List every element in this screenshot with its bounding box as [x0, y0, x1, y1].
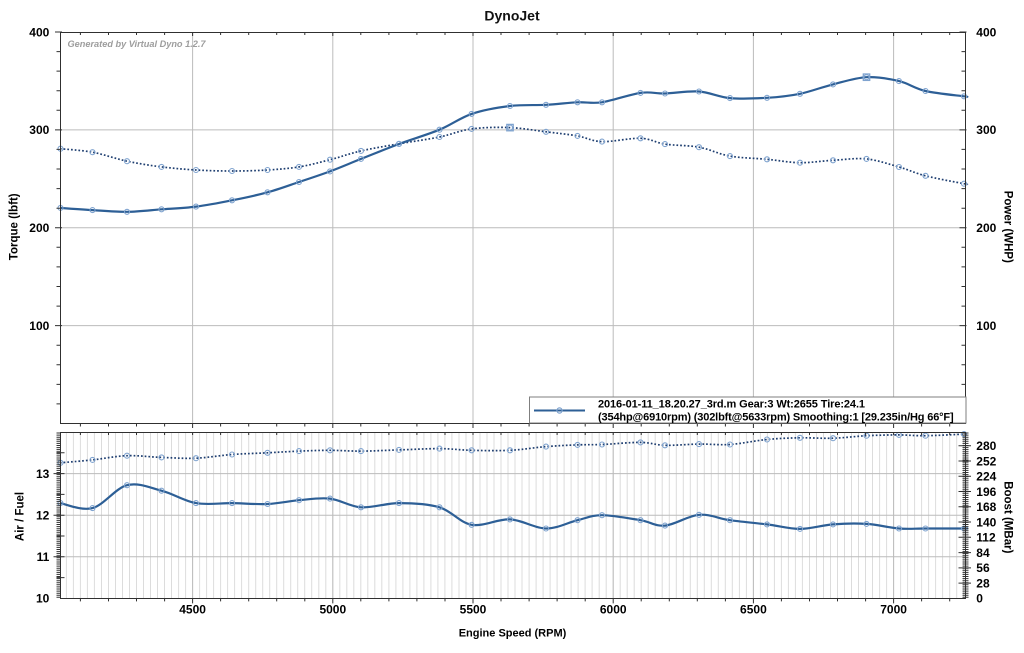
- svg-text:5000: 5000: [319, 603, 346, 617]
- svg-text:13: 13: [36, 467, 50, 481]
- svg-text:0: 0: [976, 592, 983, 606]
- svg-text:140: 140: [976, 515, 996, 529]
- svg-text:168: 168: [976, 500, 996, 514]
- svg-text:Boost (MBar): Boost (MBar): [1002, 481, 1014, 553]
- svg-text:200: 200: [976, 221, 996, 235]
- svg-text:DynoJet: DynoJet: [484, 8, 540, 24]
- svg-text:(354hp@6910rpm) (302lbft@5633r: (354hp@6910rpm) (302lbft@5633rpm) Smooth…: [598, 412, 954, 424]
- svg-text:28: 28: [976, 576, 990, 590]
- svg-text:56: 56: [976, 561, 990, 575]
- svg-text:6000: 6000: [600, 603, 627, 617]
- svg-text:300: 300: [976, 123, 996, 137]
- svg-text:6500: 6500: [740, 603, 767, 617]
- svg-text:Air / Fuel: Air / Fuel: [15, 492, 27, 541]
- svg-text:4500: 4500: [179, 603, 206, 617]
- svg-text:400: 400: [29, 25, 49, 39]
- svg-text:11: 11: [37, 550, 50, 564]
- svg-text:10: 10: [36, 592, 50, 606]
- svg-text:2016-01-11_18.20.27_3rd.m Gear: 2016-01-11_18.20.27_3rd.m Gear:3 Wt:2655…: [598, 399, 865, 411]
- svg-text:100: 100: [976, 319, 996, 333]
- svg-text:400: 400: [976, 25, 996, 39]
- svg-text:112: 112: [976, 531, 996, 545]
- svg-text:12: 12: [36, 509, 50, 523]
- svg-text:Engine Speed (RPM): Engine Speed (RPM): [459, 628, 567, 640]
- svg-text:5500: 5500: [460, 603, 487, 617]
- svg-text:200: 200: [29, 221, 49, 235]
- svg-text:Power (WHP): Power (WHP): [1002, 191, 1014, 263]
- svg-text:Torque (lbft): Torque (lbft): [9, 193, 21, 260]
- svg-text:252: 252: [976, 454, 996, 468]
- svg-text:280: 280: [976, 439, 996, 453]
- svg-text:224: 224: [976, 470, 996, 484]
- svg-text:7000: 7000: [880, 603, 907, 617]
- svg-text:Generated by Virtual Dyno 1.2.: Generated by Virtual Dyno 1.2.7: [68, 39, 207, 49]
- svg-text:84: 84: [976, 546, 990, 560]
- svg-text:300: 300: [29, 123, 49, 137]
- svg-text:196: 196: [976, 485, 996, 499]
- svg-text:100: 100: [29, 319, 49, 333]
